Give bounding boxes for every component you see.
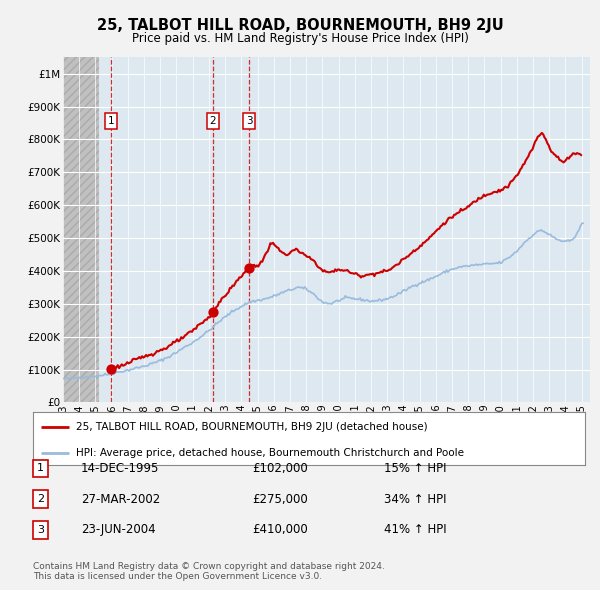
- Text: 25, TALBOT HILL ROAD, BOURNEMOUTH, BH9 2JU: 25, TALBOT HILL ROAD, BOURNEMOUTH, BH9 2…: [97, 18, 503, 32]
- Text: 3: 3: [246, 116, 253, 126]
- Text: £102,000: £102,000: [252, 462, 308, 475]
- Point: [208, 307, 218, 317]
- Text: 34% ↑ HPI: 34% ↑ HPI: [384, 493, 446, 506]
- Text: 23-JUN-2004: 23-JUN-2004: [81, 523, 155, 536]
- Text: 27-MAR-2002: 27-MAR-2002: [81, 493, 160, 506]
- Text: 25, TALBOT HILL ROAD, BOURNEMOUTH, BH9 2JU (detached house): 25, TALBOT HILL ROAD, BOURNEMOUTH, BH9 2…: [76, 422, 428, 432]
- Bar: [63, 57, 98, 402]
- Text: HPI: Average price, detached house, Bournemouth Christchurch and Poole: HPI: Average price, detached house, Bour…: [76, 448, 464, 458]
- Point: [244, 263, 254, 273]
- Text: 3: 3: [37, 525, 44, 535]
- Text: £275,000: £275,000: [252, 493, 308, 506]
- Text: £410,000: £410,000: [252, 523, 308, 536]
- Text: 1: 1: [107, 116, 114, 126]
- Text: 1: 1: [37, 464, 44, 473]
- Point: [106, 364, 116, 373]
- Text: Contains HM Land Registry data © Crown copyright and database right 2024.: Contains HM Land Registry data © Crown c…: [33, 562, 385, 571]
- Text: 41% ↑ HPI: 41% ↑ HPI: [384, 523, 446, 536]
- Text: 2: 2: [37, 494, 44, 504]
- Text: 14-DEC-1995: 14-DEC-1995: [81, 462, 160, 475]
- Text: 2: 2: [209, 116, 216, 126]
- Text: Price paid vs. HM Land Registry's House Price Index (HPI): Price paid vs. HM Land Registry's House …: [131, 32, 469, 45]
- Text: This data is licensed under the Open Government Licence v3.0.: This data is licensed under the Open Gov…: [33, 572, 322, 581]
- Text: 15% ↑ HPI: 15% ↑ HPI: [384, 462, 446, 475]
